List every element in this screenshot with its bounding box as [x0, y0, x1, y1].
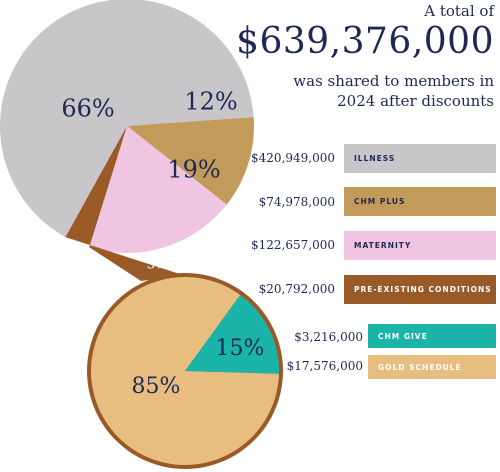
slice-chm-plus: [127, 117, 254, 205]
label-maternity-percent: 19%: [167, 156, 220, 184]
headline-total-amount: $639,376,000: [236, 21, 494, 62]
legend-swatch-gold-schedule: GOLD SCHEDULE: [368, 355, 496, 379]
legend-swatch-illness: ILLNESS: [344, 144, 496, 173]
legend-swatch-chm-give: CHM GIVE: [368, 324, 496, 348]
label-gold-schedule-percent: 85%: [132, 374, 181, 399]
legend-amount-pre-existing: $20,792,000: [258, 282, 335, 296]
main-pie: 66% 12% 19% 3%: [0, 0, 254, 281]
headline-intro: A total of: [424, 2, 494, 20]
slice-maternity: [89, 126, 227, 253]
headline-subtitle-line-2: 2024 after discounts: [337, 92, 494, 110]
legend-swatch-chm-plus: CHM PLUS: [344, 187, 496, 216]
label-chm-plus-percent: 12%: [184, 88, 237, 116]
legend-amount-chm-give: $3,216,000: [294, 330, 363, 344]
legend-amount-chm-plus: $74,978,000: [258, 195, 335, 209]
legend-amount-illness: $420,949,000: [251, 151, 335, 165]
legend-amount-maternity: $122,657,000: [251, 238, 335, 252]
slice-chm-give: [185, 294, 280, 374]
label-chm-give-percent: 15%: [216, 336, 265, 361]
legend-swatch-pre-existing: PRE-EXISTING CONDITIONS: [344, 275, 496, 304]
slice-pre-existing: [65, 126, 183, 281]
zoom-pie: 15% 85%: [87, 273, 283, 469]
slice-illness: [0, 0, 254, 238]
slice-gold-schedule: [91, 276, 279, 465]
legend-amount-gold-schedule: $17,576,000: [286, 359, 363, 373]
legend-swatch-maternity: MATERNITY: [344, 231, 496, 260]
headline-subtitle-line-1: was shared to members in: [293, 72, 494, 90]
label-illness-percent: 66%: [61, 95, 114, 123]
label-pre-existing-percent: 3%: [147, 258, 168, 273]
